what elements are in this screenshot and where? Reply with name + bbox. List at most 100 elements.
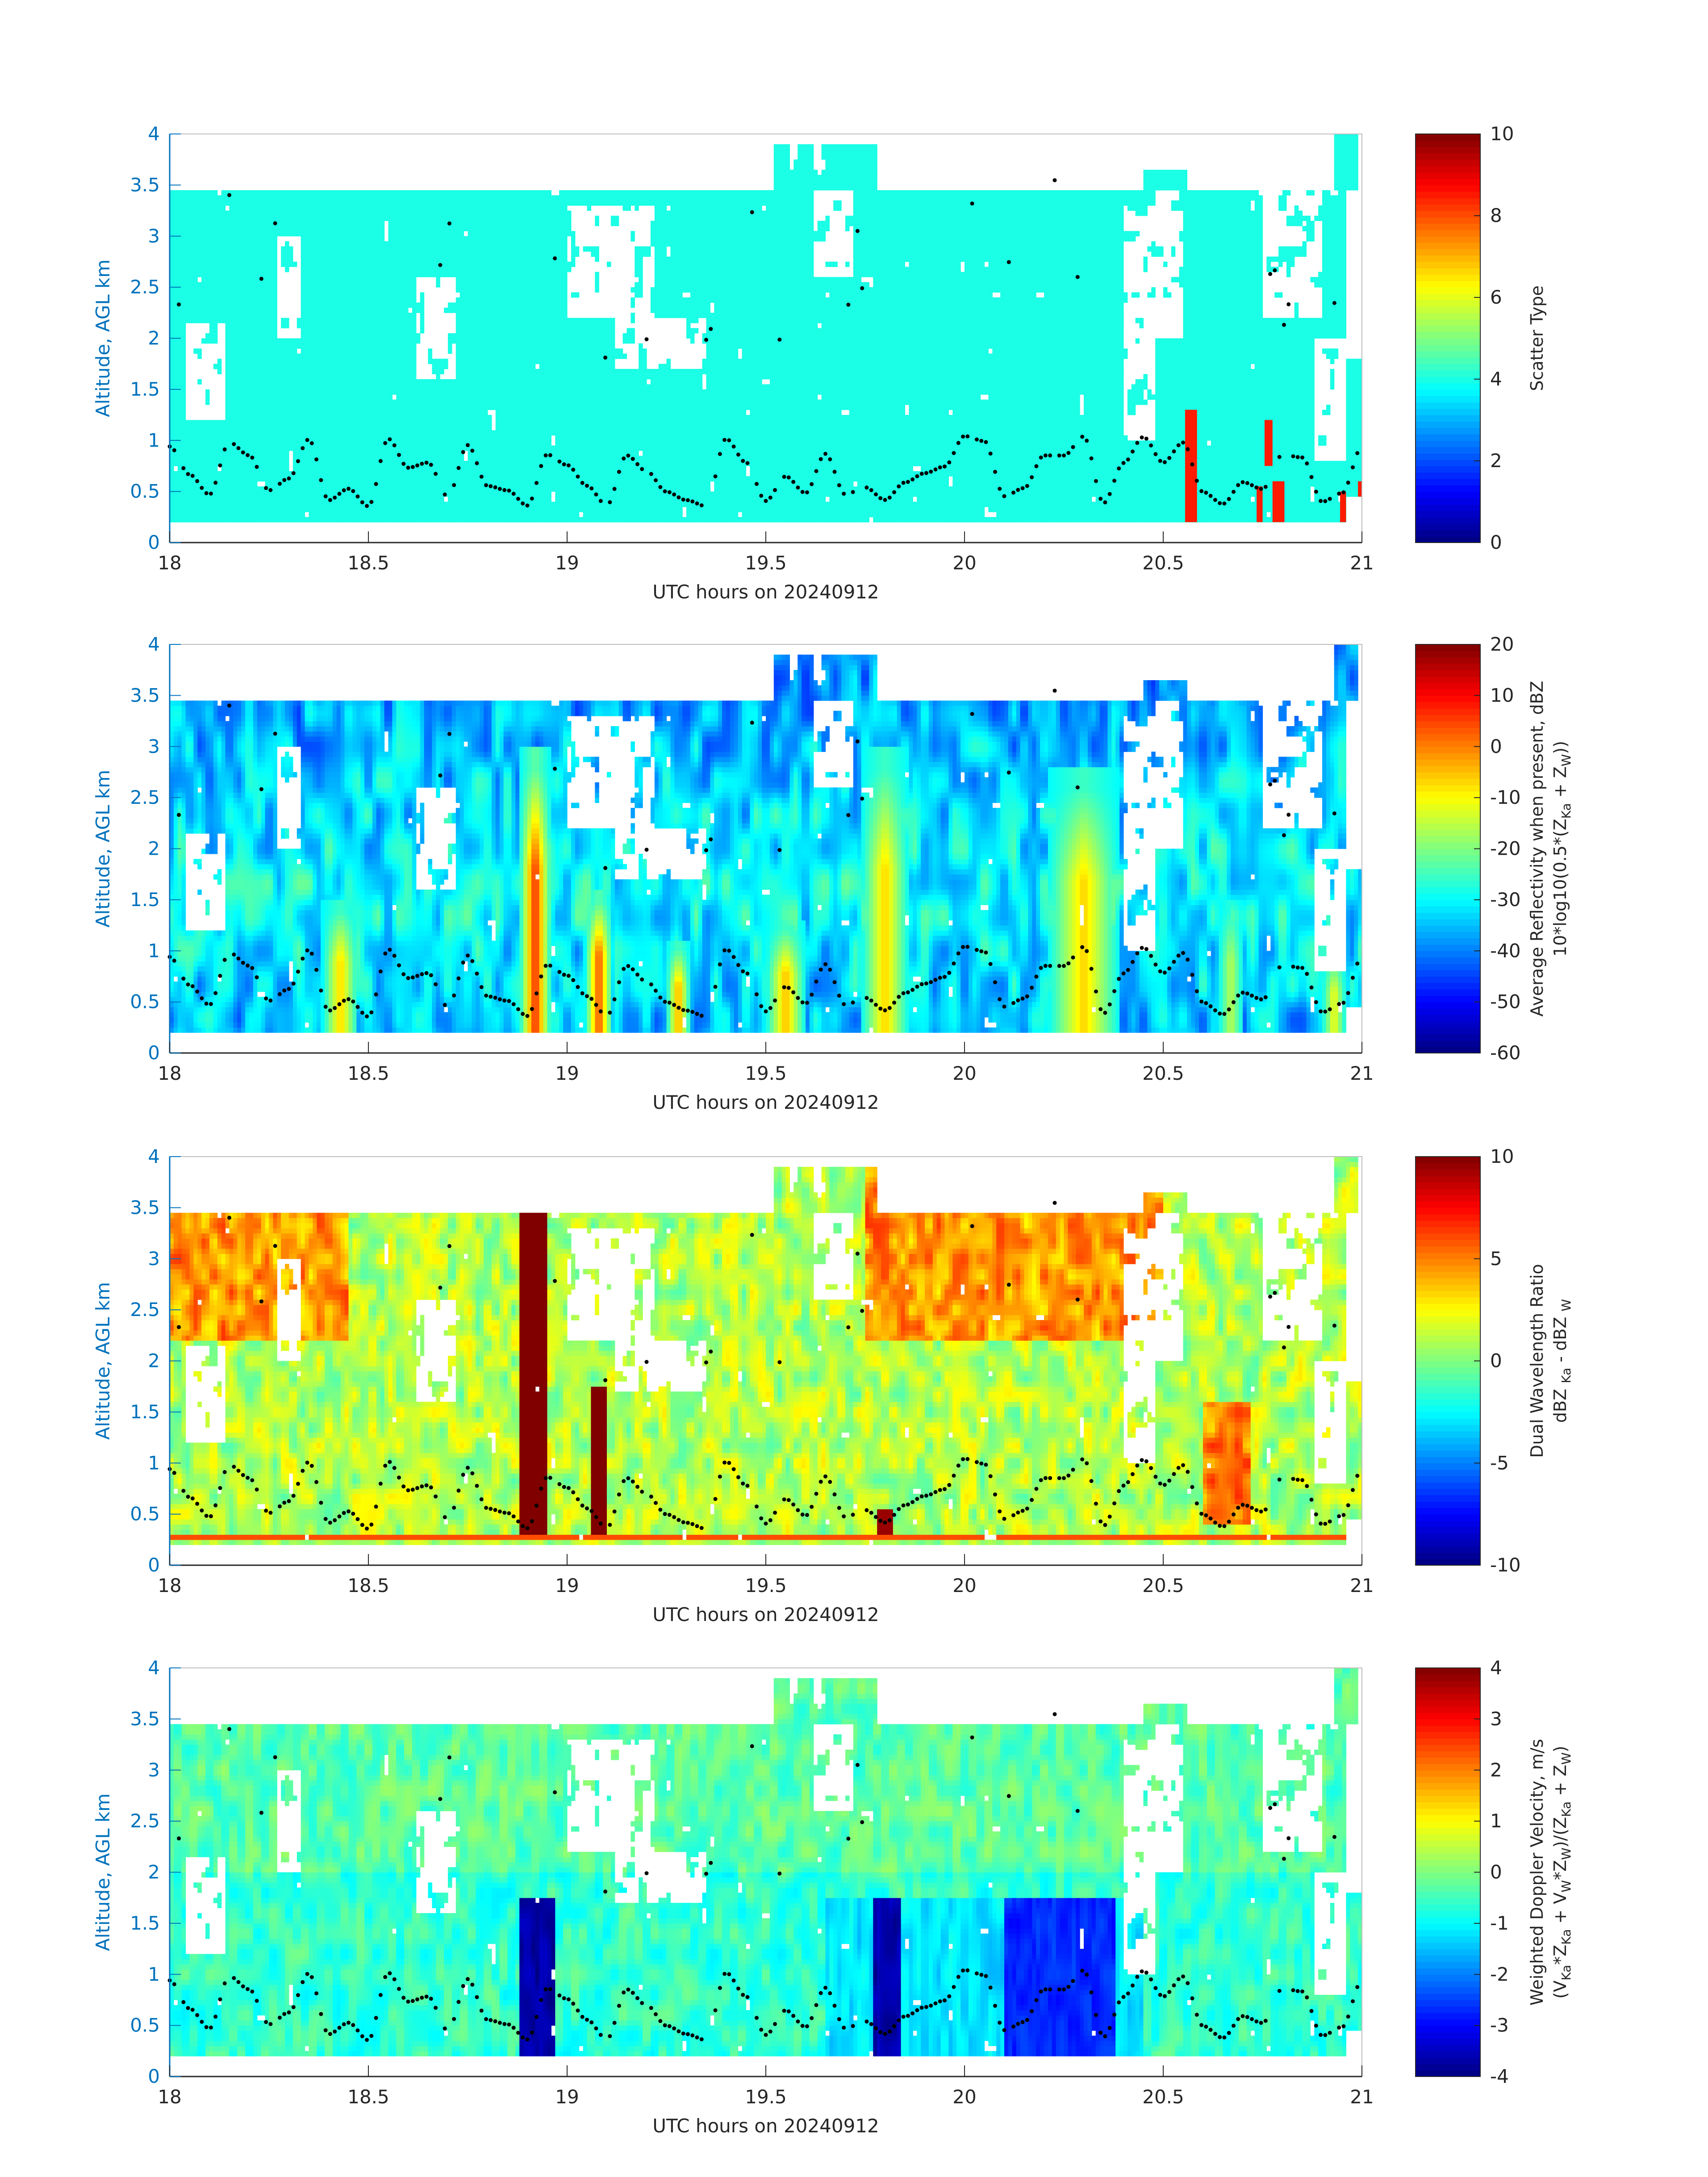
heatmap-cell bbox=[273, 471, 277, 476]
heatmap-cell bbox=[253, 201, 258, 206]
heatmap-cell bbox=[241, 384, 246, 389]
heatmap-cell bbox=[277, 512, 281, 517]
heatmap-cell bbox=[186, 267, 190, 272]
heatmap-cell bbox=[226, 471, 230, 476]
heatmap-cell bbox=[178, 333, 182, 338]
heatmap-cell bbox=[249, 205, 254, 211]
heatmap-cell bbox=[221, 267, 226, 272]
heatmap-cell bbox=[245, 374, 250, 380]
heatmap-cell bbox=[213, 333, 218, 338]
heatmap-cell bbox=[253, 476, 258, 481]
heatmap-cell bbox=[205, 451, 210, 456]
heatmap-cell bbox=[245, 348, 250, 354]
heatmap-cell bbox=[249, 435, 254, 441]
heatmap-cell bbox=[241, 272, 246, 277]
heatmap-cell bbox=[205, 205, 210, 211]
heatmap-cell bbox=[213, 287, 218, 292]
heatmap-cell bbox=[265, 446, 270, 451]
heatmap-cell bbox=[178, 415, 182, 420]
heatmap-cell bbox=[261, 461, 266, 466]
heatmap-cell bbox=[233, 328, 238, 334]
heatmap-cell bbox=[241, 374, 246, 380]
heatmap-cell bbox=[273, 369, 277, 374]
heatmap-cell bbox=[186, 226, 190, 231]
heatmap-cell bbox=[197, 226, 202, 231]
heatmap-cell bbox=[305, 461, 309, 466]
heatmap-cell bbox=[249, 466, 254, 471]
heatmap-cell bbox=[182, 405, 186, 410]
heatmap-cell bbox=[249, 257, 254, 262]
heatmap-cell bbox=[230, 415, 234, 420]
heatmap-cell bbox=[309, 502, 313, 507]
heatmap-cell bbox=[237, 476, 242, 481]
heatmap-cell bbox=[249, 405, 254, 410]
heatmap-cell bbox=[226, 302, 230, 308]
heatmap-cell bbox=[221, 195, 226, 201]
heatmap-cell bbox=[305, 333, 309, 338]
heatmap-cell bbox=[269, 201, 274, 206]
heatmap-cell bbox=[273, 405, 277, 410]
heatmap-cell bbox=[190, 486, 194, 492]
heatmap-cell bbox=[186, 262, 190, 267]
heatmap-cell bbox=[193, 512, 198, 517]
heatmap-cell bbox=[182, 272, 186, 277]
heatmap-cell bbox=[178, 369, 182, 374]
heatmap-cell bbox=[233, 435, 238, 441]
heatmap-cell bbox=[301, 287, 305, 292]
heatmap-cell bbox=[233, 415, 238, 420]
heatmap-cell bbox=[305, 262, 309, 267]
heatmap-cell bbox=[237, 195, 242, 201]
heatmap-cell bbox=[289, 374, 293, 380]
heatmap-cell bbox=[261, 328, 266, 334]
heatmap-cell bbox=[285, 456, 289, 461]
heatmap-cell bbox=[269, 348, 274, 354]
heatmap-cell bbox=[233, 257, 238, 262]
heatmap-cell bbox=[305, 507, 309, 512]
heatmap-cell bbox=[182, 318, 186, 323]
heatmap-cell bbox=[261, 415, 266, 420]
heatmap-cell bbox=[193, 251, 198, 257]
heatmap-cell bbox=[261, 379, 266, 384]
heatmap-cell bbox=[190, 425, 194, 430]
heatmap-cell bbox=[213, 446, 218, 451]
heatmap-cell bbox=[257, 313, 262, 318]
heatmap-cell bbox=[245, 471, 250, 476]
heatmap-cell bbox=[241, 313, 246, 318]
heatmap-cell bbox=[190, 430, 194, 435]
heatmap-cell bbox=[217, 292, 222, 298]
heatmap-cell bbox=[261, 318, 266, 323]
heatmap-cell bbox=[245, 211, 250, 216]
heatmap-cell bbox=[186, 502, 190, 507]
heatmap-cell bbox=[217, 507, 222, 512]
heatmap-cell bbox=[193, 318, 198, 323]
heatmap-cell bbox=[281, 216, 285, 221]
heatmap-cell bbox=[281, 195, 285, 201]
heatmap-cell bbox=[230, 374, 234, 380]
heatmap-cell bbox=[301, 481, 305, 487]
heatmap-cell bbox=[205, 272, 210, 277]
heatmap-cell bbox=[237, 272, 242, 277]
heatmap-cell bbox=[245, 517, 250, 522]
heatmap-cell bbox=[230, 231, 234, 236]
heatmap-cell bbox=[273, 446, 277, 451]
heatmap-cell bbox=[213, 512, 218, 517]
heatmap-cell bbox=[190, 512, 194, 517]
heatmap-cell bbox=[201, 287, 206, 292]
heatmap-cell bbox=[297, 338, 301, 344]
heatmap-cell bbox=[301, 451, 305, 456]
heatmap-cell bbox=[305, 267, 309, 272]
heatmap-cell bbox=[265, 492, 270, 497]
heatmap-cell bbox=[205, 481, 210, 487]
heatmap-cell bbox=[269, 302, 274, 308]
heatmap-cell bbox=[265, 389, 270, 395]
heatmap-cell bbox=[285, 394, 289, 400]
heatmap-cell bbox=[297, 466, 301, 471]
heatmap-cell bbox=[174, 205, 178, 211]
heatmap-cell bbox=[301, 241, 305, 247]
heatmap-cell bbox=[233, 410, 238, 415]
heatmap-cell bbox=[217, 440, 222, 446]
heatmap-cell bbox=[305, 216, 309, 221]
heatmap-cell bbox=[269, 394, 274, 400]
heatmap-cell bbox=[182, 338, 186, 344]
heatmap-cell bbox=[193, 262, 198, 267]
